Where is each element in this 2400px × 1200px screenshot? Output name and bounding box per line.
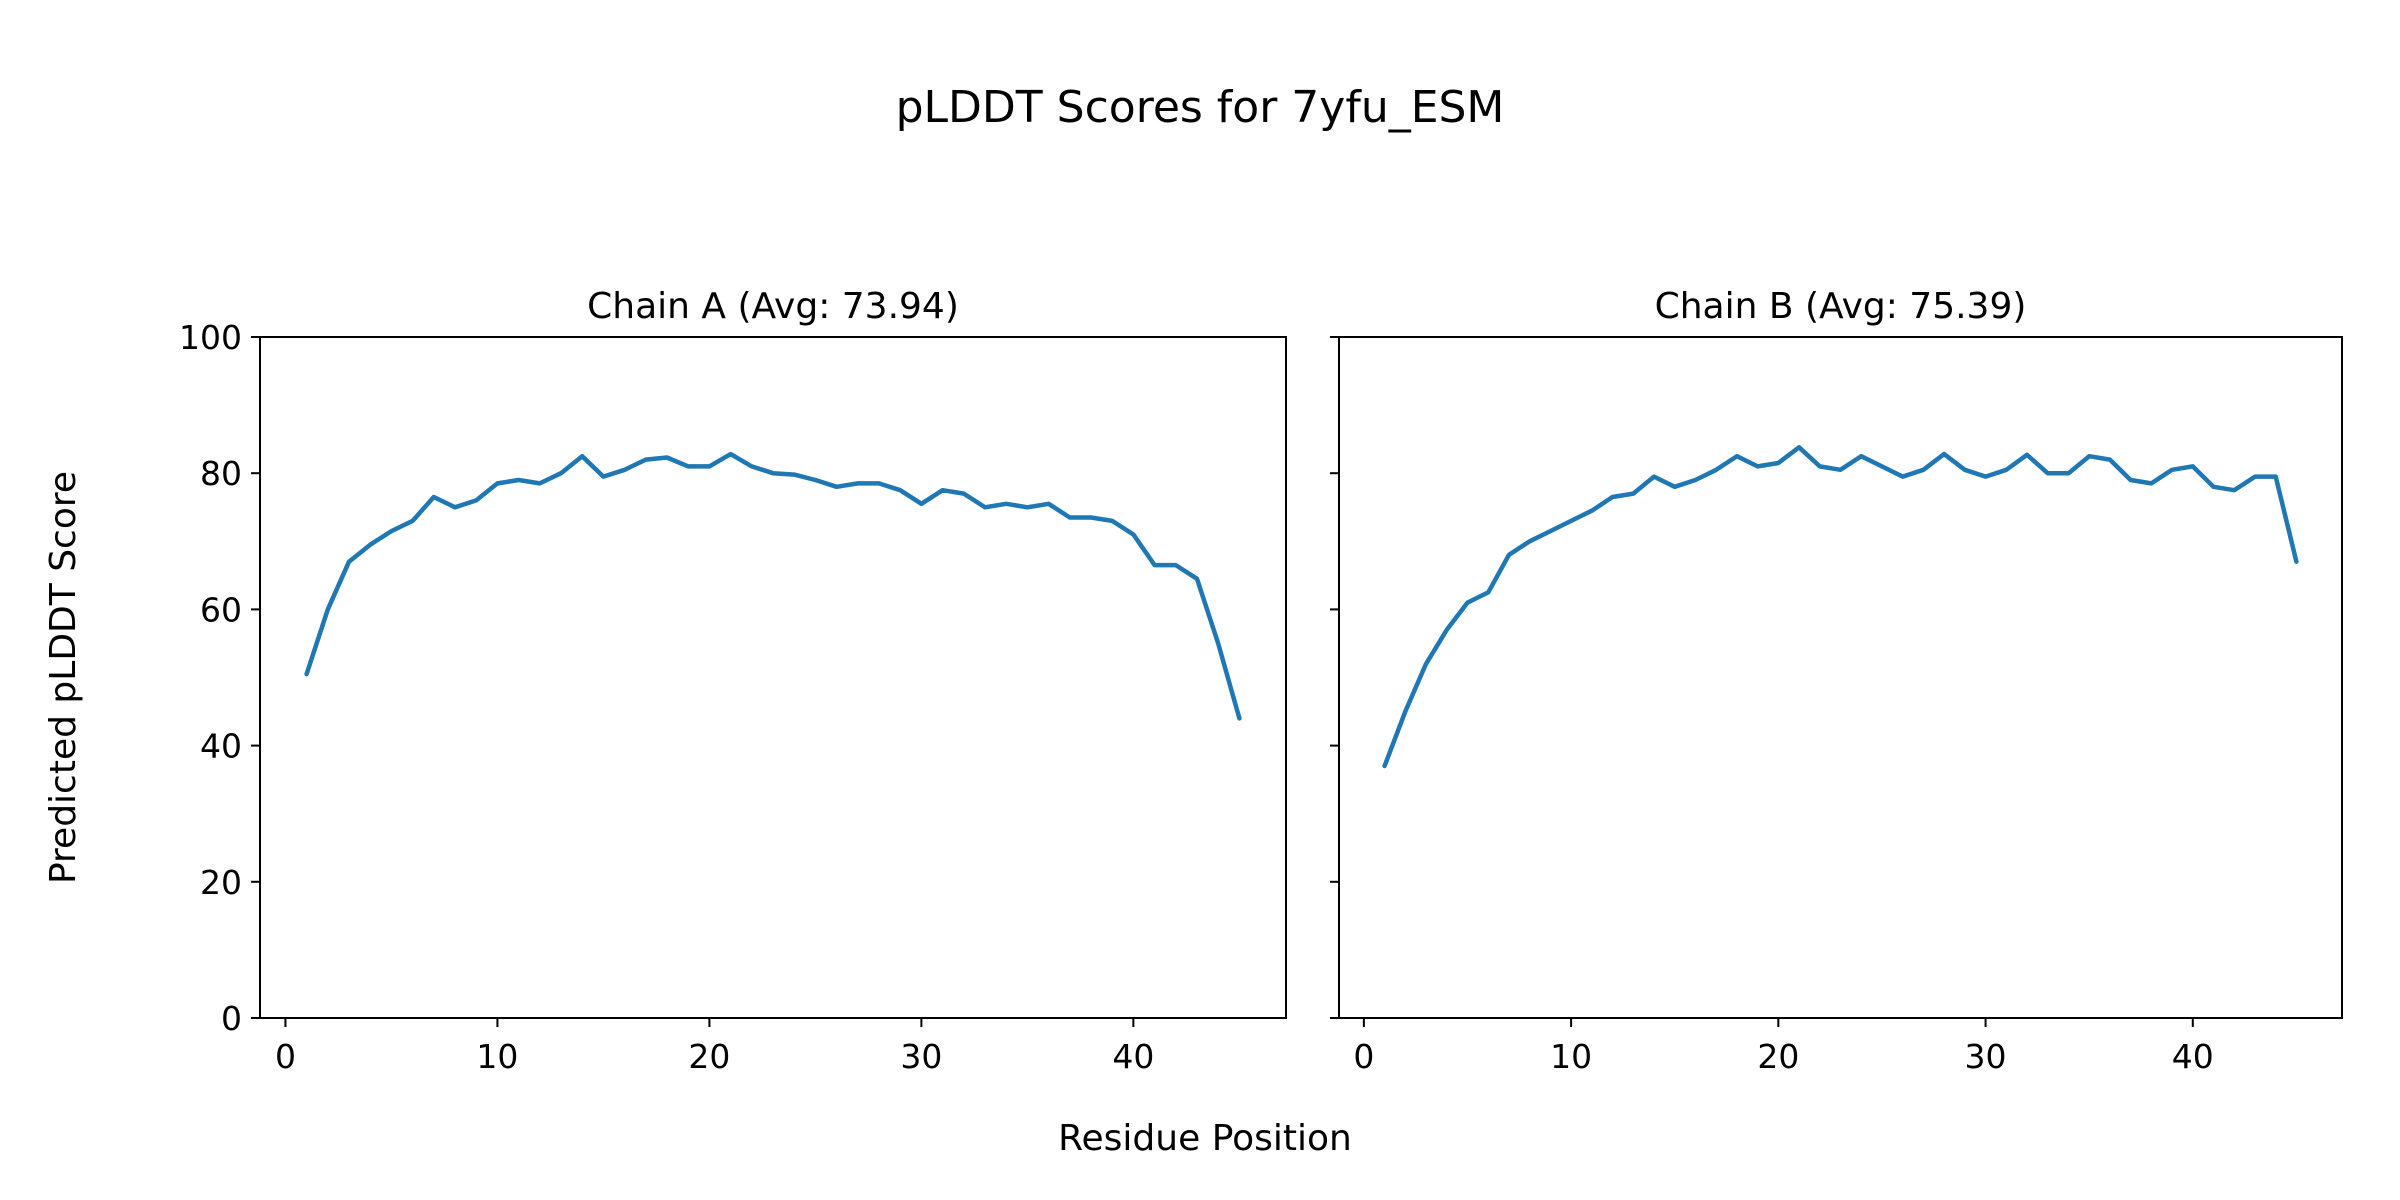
axes-frame xyxy=(1338,336,2343,1019)
y-axis-label: Predicted pLDDT Score xyxy=(43,471,84,884)
x-tick-label: 10 xyxy=(476,1037,518,1076)
x-tick-label: 0 xyxy=(1353,1037,1374,1076)
subplot-title: Chain A (Avg: 73.94) xyxy=(587,286,959,327)
subplot-title: Chain B (Avg: 75.39) xyxy=(1655,286,2027,327)
plddt-line xyxy=(304,451,1242,721)
x-tick-label: 40 xyxy=(1112,1037,1154,1076)
x-tick-label: 40 xyxy=(2172,1037,2214,1076)
x-tick-label: 10 xyxy=(1550,1037,1592,1076)
x-tick-label: 20 xyxy=(688,1037,730,1076)
x-tick-label: 30 xyxy=(1965,1037,2007,1076)
plddt-line xyxy=(1382,445,2299,769)
y-tick-label: 60 xyxy=(200,590,242,629)
y-tick-label: 80 xyxy=(200,454,242,493)
subplot-chain-b: 0 10 20 30 40 Chain B (Avg: 75.39) xyxy=(1330,286,2343,1076)
y-tick-label: 20 xyxy=(200,863,242,902)
subplot-chain-a: 0 10 20 30 40 0 20 40 60 80 100 Chain A (Avg: 73.94… xyxy=(179,286,1287,1076)
y-tick-label: 0 xyxy=(221,999,242,1038)
y-tick-label: 100 xyxy=(179,318,242,357)
axes-frame xyxy=(259,336,1287,1019)
figure-title: pLDDT Scores for 7yfu_ESM xyxy=(895,82,1505,133)
x-tick-label: 30 xyxy=(900,1037,942,1076)
x-axis-label: Residue Position xyxy=(1058,1118,1352,1159)
y-tick-label: 40 xyxy=(200,727,242,766)
x-tick-label: 20 xyxy=(1757,1037,1799,1076)
x-tick-label: 0 xyxy=(275,1037,296,1076)
